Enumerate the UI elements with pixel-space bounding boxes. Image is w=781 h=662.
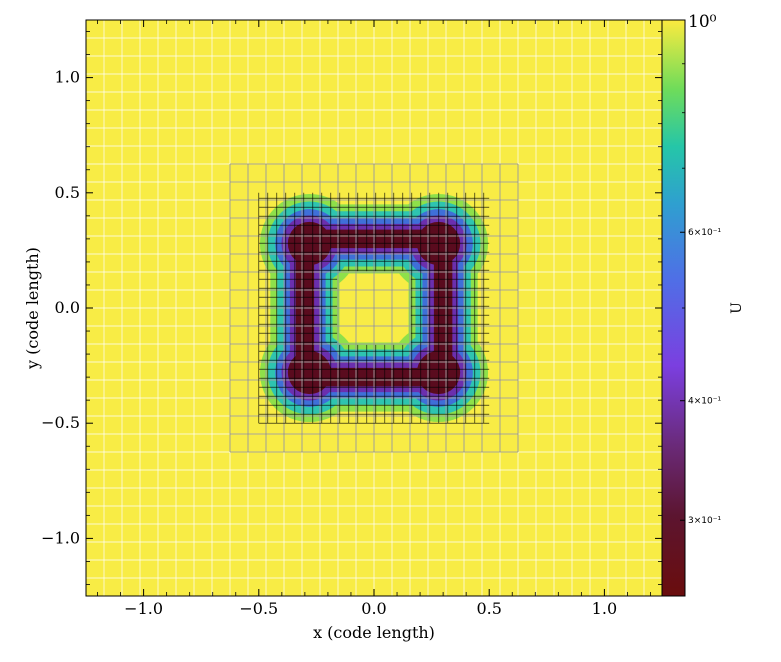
- y-tick-label: −1.0: [41, 528, 80, 547]
- x-axis-label: x (code length): [313, 623, 435, 642]
- colorbar-tick-label: 3×10⁻¹: [688, 516, 721, 526]
- colorbar-label: U: [729, 302, 745, 314]
- x-axis-ticks: −1.0 −0.5 0.0 0.5 1.0: [97, 20, 651, 618]
- y-tick-label: 0.5: [55, 183, 80, 202]
- x-tick-label: 0.0: [361, 599, 386, 618]
- y-tick-label: 0.0: [55, 298, 80, 317]
- y-tick-label: 1.0: [55, 68, 80, 87]
- x-tick-label: −0.5: [239, 599, 278, 618]
- colorbar-tick-label: 4×10⁻¹: [688, 397, 721, 407]
- mesh-grid: [86, 20, 662, 596]
- colorbar-gradient: [661, 19, 686, 597]
- x-tick-label: −1.0: [124, 599, 163, 618]
- y-axis-ticks: −1.0 −0.5 0.0 0.5 1.0: [41, 31, 662, 585]
- corner-lobe-4-3: [287, 350, 332, 395]
- x-tick-label: 0.5: [476, 599, 501, 618]
- plot-area: [85, 19, 663, 597]
- x-tick-label: 1.0: [592, 599, 617, 618]
- colorbar-tick-label: 6×10⁻¹: [688, 228, 721, 238]
- y-tick-label: −0.5: [41, 413, 80, 432]
- colorbar-ticks: 10⁰ 6×10⁻¹ 4×10⁻¹ 3×10⁻¹: [680, 12, 721, 526]
- y-axis-label: y (code length): [23, 247, 42, 370]
- colorbar: 10⁰ 6×10⁻¹ 4×10⁻¹ 3×10⁻¹ U: [661, 12, 745, 597]
- colorbar-tick-label: 10⁰: [688, 12, 717, 32]
